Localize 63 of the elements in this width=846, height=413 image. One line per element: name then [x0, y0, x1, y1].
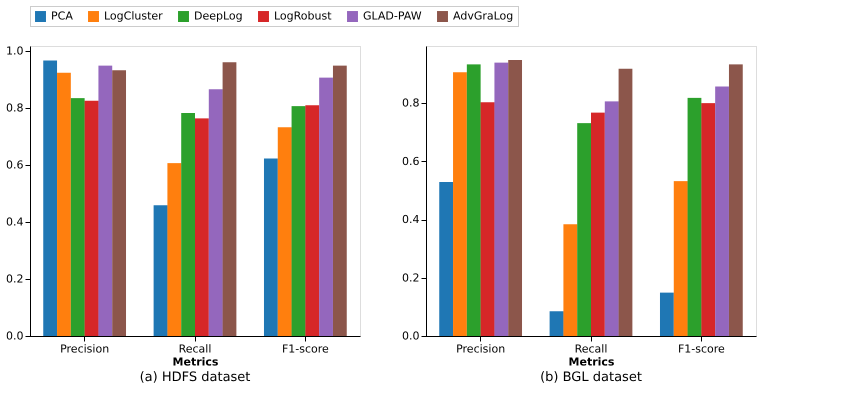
- bar: [208, 89, 223, 336]
- x-axis-title: Metrics: [568, 356, 615, 368]
- bar: [618, 68, 632, 336]
- bar: [701, 103, 716, 336]
- bar: [480, 102, 494, 336]
- y-tick-label: 0.0: [402, 330, 420, 342]
- text: (a) HDFS dataset: [140, 370, 250, 385]
- legend-label: DeepLog: [194, 10, 243, 23]
- bar: [70, 98, 85, 336]
- bar: [604, 101, 619, 336]
- x-tick-label: Recall: [178, 342, 212, 356]
- bar: [728, 64, 743, 336]
- legend-label: AdvGraLog: [453, 10, 514, 23]
- x-axis-title: Metrics: [172, 356, 219, 368]
- bar: [292, 106, 306, 336]
- bar: [508, 60, 522, 336]
- y-tick-label: 0.6: [402, 154, 420, 168]
- bar: [466, 64, 481, 336]
- y-tick-label: 0.4: [402, 213, 420, 226]
- bar: [577, 123, 591, 336]
- y-tick-label: 0.4: [6, 216, 24, 229]
- bar: [332, 66, 347, 336]
- bar: [305, 105, 320, 336]
- bar: [181, 112, 195, 336]
- bar: [112, 70, 126, 336]
- bar: [550, 311, 564, 336]
- x-tick-label: F1-score: [282, 342, 330, 356]
- bar: [84, 100, 98, 336]
- bar: [222, 62, 236, 336]
- x-tick-label: Precision: [456, 342, 506, 356]
- bar: [154, 205, 168, 336]
- y-tick-label: 0.2: [6, 272, 24, 286]
- x-tick-label: Recall: [574, 342, 608, 356]
- y-tick-label: 0.8: [6, 102, 24, 115]
- text: (b) BGL dataset: [540, 370, 642, 385]
- bar: [319, 78, 333, 336]
- bar: [167, 163, 182, 336]
- bar: [563, 224, 578, 336]
- bar: [453, 72, 467, 336]
- bar: [715, 86, 729, 336]
- bar: [591, 112, 605, 336]
- bar: [57, 72, 71, 336]
- bar: [98, 66, 112, 336]
- bar: [674, 181, 688, 336]
- legend-label: LogRobust: [274, 10, 332, 23]
- bar: [660, 292, 674, 336]
- legend-label: PCA: [51, 10, 74, 23]
- bar: [43, 60, 58, 336]
- y-tick-label: 0.2: [402, 271, 420, 284]
- bar: [278, 127, 292, 336]
- y-tick-label: 0.8: [402, 96, 420, 110]
- y-tick-label: 1.0: [6, 44, 24, 58]
- bar: [688, 98, 702, 336]
- x-tick-label: F1-score: [678, 342, 726, 356]
- bar: [494, 62, 508, 336]
- x-tick-label: Precision: [60, 342, 110, 356]
- bar: [195, 118, 209, 336]
- legend-label: GLAD-PAW: [363, 10, 422, 23]
- legend-label: LogCluster: [104, 10, 164, 23]
- y-tick-label: 0.6: [6, 158, 24, 172]
- y-tick-label: 0.0: [6, 330, 24, 342]
- bar: [439, 182, 454, 336]
- bar: [264, 158, 278, 336]
